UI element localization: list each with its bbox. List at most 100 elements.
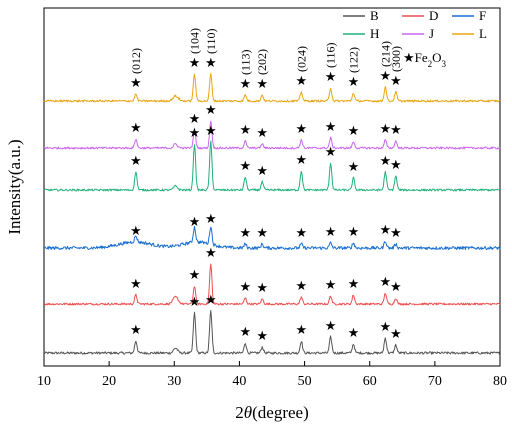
peak-star: ★ [348,224,360,239]
x-tick-label: 40 [232,374,246,389]
peak-star: ★ [295,152,307,167]
plot-frame [43,7,501,367]
peak-star: ★ [239,76,251,91]
legend-label-J: J [429,26,434,41]
peak-star: ★ [130,153,142,168]
peak-star: ★ [205,102,217,117]
peak-star: ★ [295,121,307,136]
peak-star: ★ [390,279,402,294]
peak-star: ★ [390,326,402,341]
peak-star: ★ [348,159,360,174]
peak-star: ★ [390,225,402,240]
marker-legend-sub1: 2 [428,59,433,69]
marker-legend-star: ★ [403,50,415,65]
x-axis-title-suffix: (degree) [252,403,309,422]
x-axis-title-theta: θ [244,403,252,422]
peak-star: ★ [348,325,360,340]
series-line-H [43,140,501,192]
peak-star: ★ [189,125,201,140]
marker-legend-sub2: 3 [442,59,447,69]
legend-label-B: B [370,8,379,23]
peak-star: ★ [256,163,268,178]
peak-star: ★ [380,121,392,136]
x-tick-label: 10 [37,374,51,389]
x-axis-title-prefix: 2 [235,403,244,422]
peak-label: (104) [187,28,201,54]
peak-star: ★ [348,276,360,291]
x-tick-label: 70 [428,374,442,389]
legend-label-L: L [479,26,487,41]
series-line-L [43,73,501,103]
peak-star: ★ [325,318,337,333]
series-line-D [43,263,501,306]
peak-star: ★ [205,292,217,307]
peak-star: ★ [256,280,268,295]
peak-star: ★ [239,279,251,294]
x-tick-label: 80 [493,374,507,389]
peak-star: ★ [239,122,251,137]
peak-stars-group: ★ ★ ★ ★ ★ ★ ★ ★ ★ ★ ★ ★ ★ ★ ★ ★ ★ ★ ★ ★ ★ ★ ★ ★ ★ ★ ★ ★ ★ ★ ★ ★ ★ ★ ★ ★ ★ ★ ★ ★… [130,55,402,343]
marker-legend-text: ★Fe2O3 [403,50,447,69]
peak-star: ★ [295,225,307,240]
series-line-B [43,310,500,355]
peak-star: ★ [390,157,402,172]
marker-legend: ★Fe2O3 [403,50,447,69]
x-tick-label: 20 [102,374,116,389]
peak-star: ★ [348,123,360,138]
peak-star: ★ [189,55,201,70]
peak-star: ★ [205,245,217,260]
x-tick-label: 30 [167,374,181,389]
series-line-F [43,225,501,251]
peak-label: (110) [204,28,218,54]
peak-star: ★ [205,123,217,138]
peak-star: ★ [239,324,251,339]
peak-label: (024) [294,46,308,72]
peak-star: ★ [390,73,402,88]
y-axis-title: Intensity(a.u.) [5,139,24,234]
peak-label: (116) [324,42,338,68]
x-axis-title: 2θ(degree) [235,403,308,422]
peak-star: ★ [256,76,268,91]
legend-label-D: D [429,8,438,23]
peak-star: ★ [348,74,360,89]
peak-star: ★ [189,267,201,282]
peak-label: (122) [346,47,360,73]
peak-star: ★ [325,277,337,292]
peak-label: (214) [378,41,392,67]
peak-star: ★ [380,68,392,83]
peak-star: ★ [256,125,268,140]
peak-star: ★ [380,319,392,334]
peak-star: ★ [380,274,392,289]
peak-star: ★ [256,225,268,240]
peak-star: ★ [189,214,201,229]
peak-star: ★ [189,294,201,309]
peak-star: ★ [130,223,142,238]
peak-star: ★ [130,322,142,337]
peak-star: ★ [130,276,142,291]
peak-label: (202) [255,49,269,75]
peak-star: ★ [189,111,201,126]
peak-label: (012) [129,48,143,74]
peak-star: ★ [295,73,307,88]
peak-star: ★ [130,75,142,90]
peak-star: ★ [380,222,392,237]
legend: B D F H J L [343,8,487,41]
peak-star: ★ [325,119,337,134]
traces-group [43,73,501,355]
peak-star: ★ [325,69,337,84]
peak-labels-group: (012) (104) (110) (113) (202) (024) (116) (122)… [129,28,403,75]
peak-star: ★ [239,225,251,240]
legend-label-H: H [370,26,379,41]
peak-star: ★ [295,278,307,293]
peak-label: (113) [238,49,252,75]
peak-star: ★ [295,322,307,337]
peak-star: ★ [325,144,337,159]
peak-label: (300) [389,46,403,72]
peak-star: ★ [390,122,402,137]
peak-star: ★ [239,158,251,173]
peak-star: ★ [205,211,217,226]
peak-star: ★ [205,55,217,70]
peak-star: ★ [325,224,337,239]
x-tick-label: 60 [363,374,377,389]
